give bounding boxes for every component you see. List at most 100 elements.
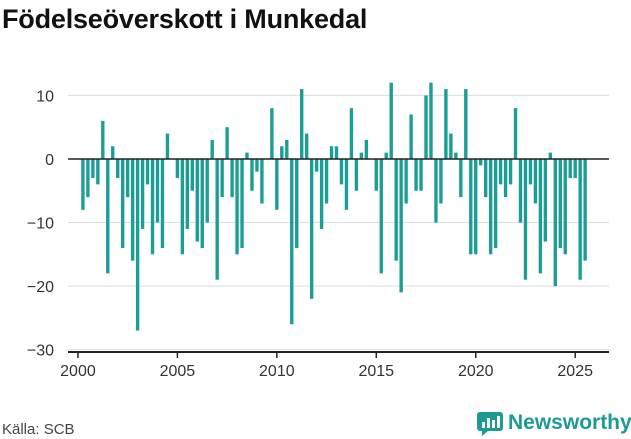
bar (528, 158, 533, 185)
bar (488, 158, 493, 255)
bar (135, 158, 140, 331)
bar (200, 158, 204, 248)
bar (304, 133, 309, 159)
bar (145, 158, 150, 185)
bar (558, 158, 562, 248)
y-tick-label: −20 (27, 279, 54, 296)
bar (91, 158, 95, 179)
x-tick-label: 2005 (160, 363, 196, 380)
bar (533, 158, 538, 204)
bar (121, 158, 125, 248)
x-tick-label: 2025 (557, 363, 593, 380)
x-tick-label: 2020 (458, 363, 494, 380)
y-tick-label: −30 (27, 343, 54, 360)
bar (543, 158, 548, 242)
bar (339, 158, 344, 185)
bar (324, 158, 329, 204)
bar (155, 158, 160, 223)
bar (389, 82, 393, 159)
bar (245, 152, 249, 159)
bar (111, 146, 115, 159)
bar (439, 158, 443, 204)
y-tick-label: 10 (36, 88, 54, 105)
bar (498, 158, 503, 185)
bar (140, 158, 145, 229)
bar (354, 158, 359, 191)
bar (101, 120, 105, 159)
bar (429, 82, 433, 159)
bar (444, 89, 448, 159)
bar (459, 158, 463, 198)
bar (399, 158, 403, 293)
bar (290, 158, 294, 325)
brand-logo: Newsworthy (476, 407, 631, 439)
bar (483, 158, 488, 198)
bar (96, 158, 100, 185)
bar (344, 158, 349, 210)
bar (250, 158, 254, 191)
bar (349, 108, 354, 159)
bar (384, 152, 388, 159)
bar (150, 158, 155, 255)
bar (359, 152, 364, 159)
bar (215, 158, 219, 280)
bar (220, 158, 224, 198)
bar (205, 158, 209, 223)
newsworthy-logo-icon (477, 412, 503, 436)
bar (548, 152, 553, 159)
bar (464, 89, 468, 159)
bar (479, 158, 483, 166)
bar (190, 158, 195, 191)
bar (538, 158, 543, 274)
bar (434, 158, 438, 223)
bar (404, 158, 408, 204)
bar (469, 158, 473, 255)
bar (210, 139, 214, 159)
bar (260, 158, 264, 204)
bar (394, 158, 398, 261)
bar (454, 152, 458, 159)
bar (553, 158, 557, 287)
bar (314, 158, 319, 172)
bars (81, 82, 587, 331)
bar (295, 158, 299, 248)
bar (419, 158, 423, 191)
source-note: Källa: SCB (2, 421, 75, 438)
bar (225, 127, 229, 159)
bar (513, 108, 518, 159)
bar (493, 158, 498, 248)
bar (334, 146, 339, 159)
axes: 10 0 −10 −20 −30 2000 2005 2010 2015 2020 2025 (27, 88, 609, 380)
bar (568, 158, 572, 179)
bar (319, 158, 324, 229)
bar (255, 158, 259, 172)
bar (374, 158, 378, 191)
x-tick-label: 2000 (60, 363, 96, 380)
bar (474, 158, 478, 255)
bar (125, 158, 130, 198)
bar (329, 146, 334, 159)
bar (424, 95, 428, 159)
bar (414, 158, 418, 191)
bar (280, 146, 284, 159)
bar (518, 158, 523, 223)
bar (300, 89, 304, 159)
bar (160, 158, 165, 248)
bar (235, 158, 239, 255)
bar (195, 158, 199, 242)
bar (563, 158, 567, 255)
bar (449, 133, 453, 159)
bar (270, 108, 274, 159)
bar (379, 158, 383, 274)
bar (86, 158, 90, 198)
x-tick-label: 2015 (358, 363, 394, 380)
x-tick-label: 2010 (259, 363, 295, 380)
bar (583, 158, 587, 261)
bar (165, 133, 170, 159)
bar (185, 158, 190, 229)
bar (130, 158, 135, 261)
bar (573, 158, 577, 179)
bar (364, 139, 369, 159)
bar (106, 158, 110, 274)
